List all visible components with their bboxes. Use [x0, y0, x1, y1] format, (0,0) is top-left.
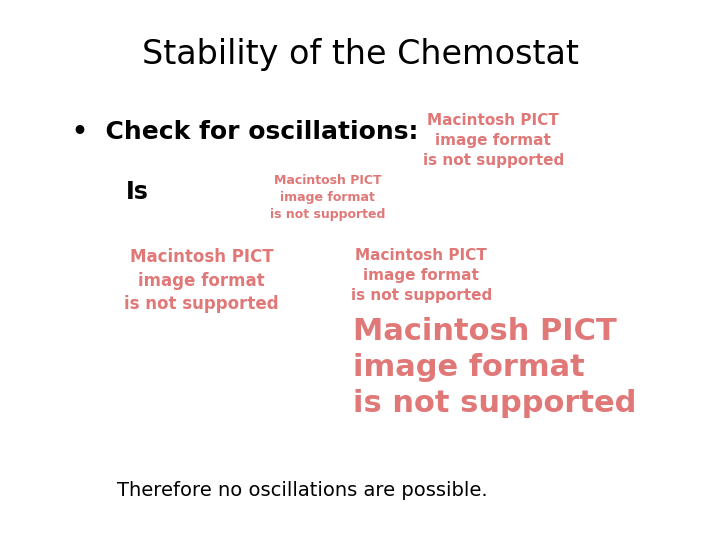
Text: Therefore no oscillations are possible.: Therefore no oscillations are possible. — [117, 481, 487, 500]
Text: Macintosh PICT
image format
is not supported: Macintosh PICT image format is not suppo… — [125, 248, 279, 313]
Text: Macintosh PICT
image format
is not supported: Macintosh PICT image format is not suppo… — [351, 248, 492, 303]
Text: Stability of the Chemostat: Stability of the Chemostat — [142, 38, 578, 71]
Text: Macintosh PICT
image format
is not supported: Macintosh PICT image format is not suppo… — [353, 317, 636, 417]
Text: •  Check for oscillations:: • Check for oscillations: — [72, 120, 418, 144]
Text: Macintosh PICT
image format
is not supported: Macintosh PICT image format is not suppo… — [423, 113, 564, 168]
Text: Macintosh PICT
image format
is not supported: Macintosh PICT image format is not suppo… — [270, 173, 385, 221]
Text: Is: Is — [126, 180, 149, 204]
